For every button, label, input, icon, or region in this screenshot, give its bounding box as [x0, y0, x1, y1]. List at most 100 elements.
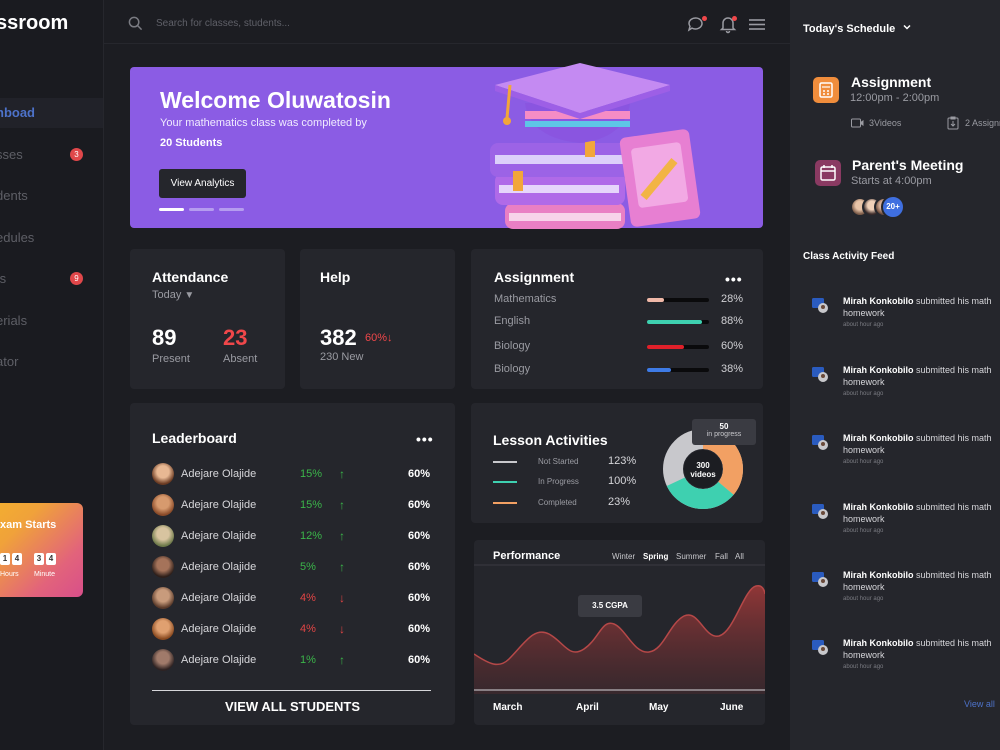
- minute-label: Minute: [34, 571, 56, 578]
- feed-item[interactable]: Mirah Konkobilo submitted his math homew…: [810, 569, 1000, 619]
- student-name: Adejare Olajide: [181, 468, 257, 480]
- leaderboard-row[interactable]: Adejare Olajide 5% ↑ 60%: [152, 556, 432, 580]
- feed-author: Mirah Konkobilo: [843, 296, 914, 306]
- student-name: Adejare Olajide: [181, 623, 257, 635]
- attendance-filter[interactable]: Today ▼: [152, 289, 194, 301]
- sidebar-item-students[interactable]: dents: [0, 181, 103, 211]
- carousel-indicator[interactable]: [189, 208, 214, 211]
- more-participants-badge[interactable]: 20+: [881, 195, 905, 219]
- avatar: [152, 556, 174, 578]
- attendance-card: Attendance Today ▼ 89 Present 23 Absent: [130, 249, 285, 389]
- donut-center-label: videos: [690, 470, 716, 479]
- view-all-students-link[interactable]: VIEW ALL STUDENTS: [224, 699, 361, 714]
- score-change: 1%: [300, 654, 316, 666]
- menu-icon[interactable]: [747, 14, 767, 34]
- leaderboard-row[interactable]: Adejare Olajide 15% ↑ 60%: [152, 463, 432, 487]
- carousel-indicator[interactable]: [219, 208, 244, 211]
- feed-action: submitted his math homework: [843, 570, 992, 592]
- feed-text: Mirah Konkobilo submitted his math homew…: [843, 295, 1000, 319]
- homework-icon: [812, 298, 828, 313]
- leaderboard-row[interactable]: Adejare Olajide 4% ↓ 60%: [152, 587, 432, 611]
- leaderboard-row[interactable]: Adejare Olajide 1% ↑ 60%: [152, 649, 432, 673]
- student-score: 60%: [408, 530, 431, 542]
- leaderboard-row[interactable]: Adejare Olajide 12% ↑ 60%: [152, 525, 432, 549]
- bell-icon[interactable]: [718, 14, 738, 34]
- view-analytics-button[interactable]: View Analytics: [159, 169, 246, 198]
- countdown-digit: 3: [34, 553, 44, 565]
- donut-tooltip: 50 in progress: [692, 419, 756, 445]
- feed-item[interactable]: Mirah Konkobilo submitted his math homew…: [810, 295, 1000, 345]
- feed-item[interactable]: Mirah Konkobilo submitted his math homew…: [810, 637, 1000, 687]
- tooltip-value: 50: [719, 422, 729, 431]
- exam-title: xam Starts: [0, 519, 57, 531]
- progress-percent: 38%: [721, 363, 744, 375]
- student-count: 20 Students: [160, 137, 223, 149]
- feed-item[interactable]: Mirah Konkobilo submitted his math homew…: [810, 501, 1000, 551]
- view-all-link[interactable]: View all: [964, 699, 995, 709]
- legend-line: [493, 481, 517, 483]
- sidebar-item-label: erials: [0, 313, 28, 328]
- tab-winter[interactable]: Winter: [612, 552, 636, 561]
- arrow-up-icon: ↑: [339, 653, 345, 667]
- sidebar-item-classes[interactable]: sses 3: [0, 140, 103, 170]
- feed-item[interactable]: Mirah Konkobilo submitted his math homew…: [810, 432, 1000, 482]
- sidebar-item-schedules[interactable]: edules: [0, 223, 103, 253]
- search-input[interactable]: [156, 18, 456, 29]
- feed-author: Mirah Konkobilo: [843, 570, 914, 580]
- tab-all[interactable]: All: [735, 552, 744, 561]
- chevron-down-icon: [903, 24, 911, 30]
- leaderboard-title: Leaderboard: [152, 430, 237, 446]
- leaderboard-row[interactable]: Adejare Olajide 4% ↓ 60%: [152, 618, 432, 642]
- feed-time: about hour ago: [843, 391, 884, 397]
- help-title: Help: [320, 269, 351, 285]
- more-options-icon[interactable]: •••: [416, 431, 434, 447]
- score-change: 15%: [300, 499, 323, 511]
- sidebar: ssroom hboad sses 3 dents edules ts 9 er…: [0, 0, 104, 750]
- right-panel: Today's Schedule Assignment 12:00pm - 2:…: [790, 0, 1000, 750]
- leaderboard-row[interactable]: Adejare Olajide 15% ↑ 60%: [152, 494, 432, 518]
- sidebar-item-calculator[interactable]: ator: [0, 347, 103, 377]
- event-title[interactable]: Parent's Meeting: [852, 157, 964, 173]
- more-options-icon[interactable]: •••: [725, 271, 743, 287]
- search-icon[interactable]: [128, 16, 143, 31]
- event-time: 12:00pm - 2:00pm: [850, 92, 940, 104]
- schedule-dropdown[interactable]: Today's Schedule: [803, 22, 912, 35]
- absent-count: 23: [223, 325, 248, 350]
- tab-fall[interactable]: Fall: [715, 552, 728, 561]
- sidebar-item-chats[interactable]: ts 9: [0, 264, 103, 294]
- event-title[interactable]: Assignment: [851, 74, 932, 90]
- avatar: [152, 587, 174, 609]
- legend-line: [493, 461, 517, 463]
- help-change: 60%↓: [365, 332, 393, 344]
- avatar: [152, 525, 174, 547]
- donut-segment-in-progress: [663, 429, 743, 509]
- assignment-card: Assignment ••• Mathematics 28% English 8…: [471, 249, 763, 389]
- help-new-count: 230 New: [320, 351, 364, 363]
- legend-value: 23%: [608, 496, 631, 508]
- tab-spring[interactable]: Spring: [643, 552, 669, 561]
- feed-author: Mirah Konkobilo: [843, 365, 914, 375]
- welcome-subtitle: Your mathematics class was completed by: [160, 117, 367, 129]
- tab-summer[interactable]: Summer: [676, 552, 707, 561]
- legend-row: Not Started 123%: [493, 455, 653, 469]
- feed-time: about hour ago: [843, 664, 884, 670]
- student-score: 60%: [408, 654, 431, 666]
- progress-track: [647, 368, 709, 372]
- arrow-up-icon: ↑: [339, 529, 345, 543]
- sidebar-item-label: ator: [0, 354, 19, 369]
- feed-time: about hour ago: [843, 322, 884, 328]
- feed-text: Mirah Konkobilo submitted his math homew…: [843, 501, 1000, 525]
- carousel-indicator-active[interactable]: [159, 208, 184, 211]
- student-score: 60%: [408, 499, 431, 511]
- sidebar-item-materials[interactable]: erials: [0, 306, 103, 336]
- chat-icon[interactable]: [686, 14, 706, 34]
- student-name: Adejare Olajide: [181, 592, 257, 604]
- clipboard-icon: [947, 116, 959, 130]
- hours-label: Hours: [0, 571, 19, 578]
- sidebar-item-dashboard[interactable]: hboad: [0, 98, 103, 128]
- feed-item[interactable]: Mirah Konkobilo submitted his math homew…: [810, 364, 1000, 414]
- notification-badge: 9: [70, 272, 83, 285]
- filter-label: Today: [152, 289, 182, 301]
- student-score: 60%: [408, 468, 431, 480]
- assignment-title: Assignment: [494, 269, 575, 285]
